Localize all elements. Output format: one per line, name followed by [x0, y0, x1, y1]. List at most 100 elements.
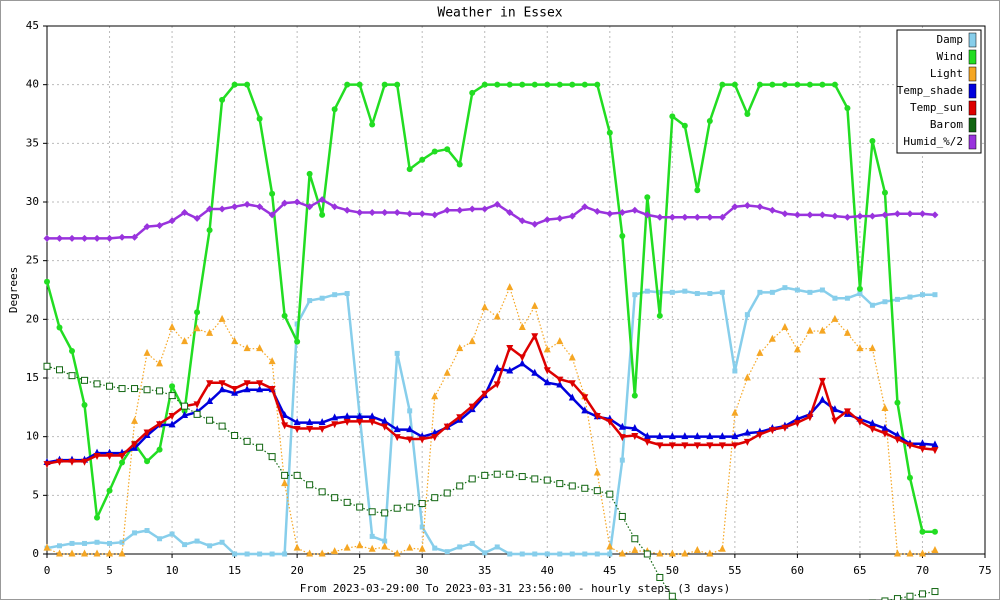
- point: [432, 545, 438, 551]
- point: [607, 551, 613, 557]
- point: [207, 543, 213, 549]
- point: [131, 441, 139, 449]
- x-tick-label: 30: [416, 564, 429, 577]
- point: [118, 452, 126, 460]
- point: [881, 404, 889, 412]
- point: [643, 211, 651, 219]
- point: [606, 490, 614, 498]
- point: [343, 543, 351, 551]
- y-tick-label: 15: [26, 371, 39, 384]
- point: [268, 357, 276, 365]
- point: [831, 417, 839, 425]
- point: [457, 544, 463, 550]
- point: [781, 210, 789, 218]
- point: [382, 538, 388, 544]
- point: [706, 118, 713, 125]
- x-tick-label: 10: [165, 564, 178, 577]
- point: [156, 221, 164, 229]
- point: [331, 494, 339, 502]
- point: [106, 382, 114, 390]
- point: [518, 473, 526, 481]
- point: [456, 414, 464, 422]
- point: [743, 373, 751, 381]
- point: [368, 412, 376, 420]
- point: [631, 535, 639, 543]
- point: [519, 551, 525, 557]
- legend-label: Barom: [930, 118, 963, 131]
- point: [507, 551, 513, 557]
- point: [56, 324, 63, 331]
- y-axis-label: Degrees: [7, 267, 20, 313]
- point: [544, 81, 551, 88]
- point: [293, 418, 301, 426]
- x-tick-label: 5: [106, 564, 113, 577]
- y-tick-label: 30: [26, 195, 39, 208]
- point: [469, 89, 476, 96]
- point: [843, 328, 851, 336]
- point: [356, 412, 364, 420]
- point: [818, 326, 826, 334]
- point: [756, 348, 764, 356]
- point: [744, 111, 751, 117]
- point: [68, 549, 76, 557]
- y-tick-label: 25: [26, 254, 39, 267]
- point: [619, 457, 625, 463]
- point: [606, 418, 614, 426]
- point: [918, 549, 926, 557]
- point: [156, 446, 163, 453]
- point: [481, 390, 489, 398]
- point: [581, 406, 589, 414]
- point: [768, 427, 776, 435]
- x-tick-label: 25: [353, 564, 366, 577]
- point: [193, 401, 201, 409]
- point: [168, 217, 176, 225]
- point: [831, 81, 838, 88]
- point: [881, 597, 889, 600]
- point: [168, 392, 176, 400]
- point: [156, 359, 164, 367]
- point: [493, 364, 501, 372]
- point: [106, 549, 114, 557]
- point: [506, 81, 513, 88]
- point: [918, 445, 926, 453]
- point: [256, 344, 264, 352]
- point: [532, 551, 538, 557]
- x-tick-label: 20: [291, 564, 304, 577]
- x-tick-label: 40: [541, 564, 554, 577]
- point: [282, 551, 288, 557]
- point: [693, 213, 701, 221]
- series-layer: [43, 81, 939, 600]
- point: [444, 549, 450, 555]
- point: [731, 408, 739, 416]
- point: [906, 474, 913, 481]
- point: [556, 380, 564, 388]
- point: [332, 292, 338, 298]
- point: [643, 438, 651, 446]
- point: [93, 234, 101, 242]
- x-axis-label: From 2023-03-29:00 To 2023-03-31 23:56:0…: [300, 582, 730, 595]
- point: [543, 378, 551, 386]
- point: [119, 539, 125, 545]
- series-line: [46, 287, 936, 555]
- point: [706, 442, 714, 450]
- point: [281, 199, 289, 207]
- point: [931, 588, 939, 596]
- point: [356, 209, 364, 217]
- point: [781, 323, 789, 331]
- point: [857, 291, 863, 297]
- point: [881, 423, 889, 431]
- point: [81, 458, 89, 466]
- point: [131, 416, 139, 424]
- x-tick-label: 65: [853, 564, 866, 577]
- point: [268, 386, 276, 394]
- point: [806, 81, 813, 88]
- legend-swatch: [968, 134, 977, 150]
- point: [331, 547, 339, 555]
- point: [718, 213, 726, 221]
- legend-label: Temp_sun: [910, 101, 963, 114]
- point: [243, 385, 251, 393]
- point: [243, 437, 251, 445]
- legend: Damp Wind Light Temp_shade Temp_sun Barom Humi…: [896, 29, 982, 154]
- point: [656, 442, 664, 450]
